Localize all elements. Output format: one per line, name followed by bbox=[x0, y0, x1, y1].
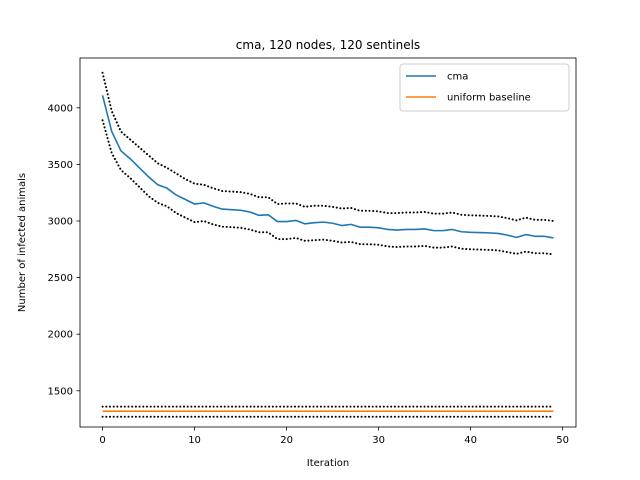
y-tick-label: 2500 bbox=[48, 273, 73, 284]
x-axis-label: Iteration bbox=[307, 458, 349, 469]
x-tick-label: 40 bbox=[464, 435, 477, 446]
legend: cma uniform baseline bbox=[399, 63, 570, 112]
legend-label-uniform-baseline: uniform baseline bbox=[447, 93, 531, 104]
x-tick-label: 10 bbox=[188, 435, 201, 446]
confidence-bound-line-2 bbox=[101, 119, 555, 256]
legend-box bbox=[399, 63, 570, 112]
plot-frame bbox=[79, 57, 577, 428]
x-tick-label: 50 bbox=[556, 435, 569, 446]
chart-title: cma, 120 nodes, 120 sentinels bbox=[236, 38, 420, 52]
series-line-cma bbox=[101, 95, 554, 239]
legend-items: cma uniform baseline bbox=[406, 72, 531, 104]
series-layer bbox=[101, 71, 555, 418]
y-axis-label: Number of infected animals bbox=[17, 173, 28, 312]
x-tick-label: 30 bbox=[372, 435, 385, 446]
confidence-bound-line-1 bbox=[101, 71, 555, 222]
x-tick-label: 0 bbox=[99, 435, 105, 446]
y-tick-label: 2000 bbox=[48, 330, 73, 341]
x-axis: 0 10 20 30 40 50 bbox=[99, 427, 569, 446]
y-tick-label: 3500 bbox=[48, 160, 73, 171]
y-axis: 1500 2000 2500 3000 3500 4000 bbox=[48, 103, 80, 397]
y-tick-label: 1500 bbox=[48, 386, 73, 397]
y-tick-label: 3000 bbox=[48, 216, 73, 227]
legend-label-cma: cma bbox=[447, 72, 468, 83]
x-tick-label: 20 bbox=[280, 435, 293, 446]
y-tick-label: 4000 bbox=[48, 103, 73, 114]
